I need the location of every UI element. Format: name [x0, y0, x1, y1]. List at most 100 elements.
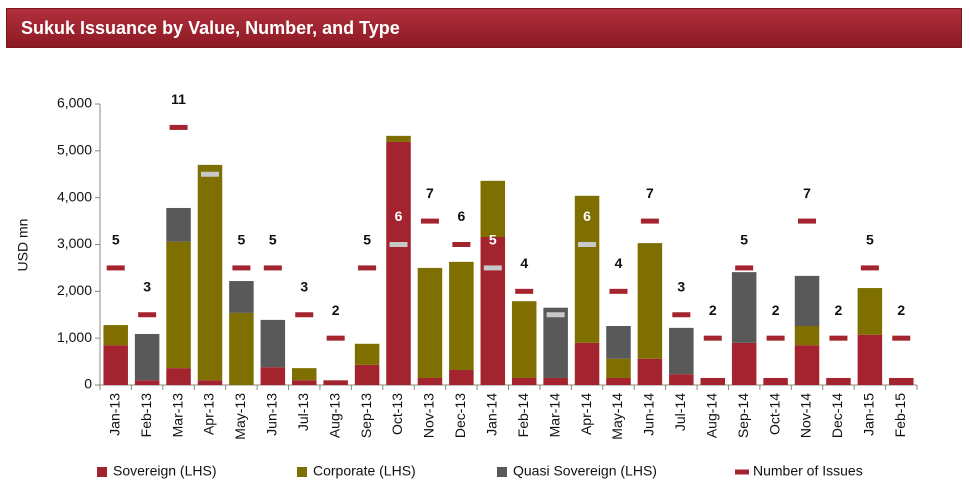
- data-label: 2: [897, 302, 905, 318]
- bar-segment: [480, 180, 506, 238]
- legend-label: Number of Issues: [753, 463, 863, 479]
- chart-title: Sukuk Issuance by Value, Number, and Typ…: [21, 18, 400, 38]
- legend-label: Quasi Sovereign (LHS): [513, 463, 657, 479]
- data-label: 3: [677, 278, 685, 294]
- bar-segment: [260, 367, 286, 385]
- bar-segment: [889, 377, 914, 385]
- bar-segment: [669, 374, 694, 385]
- y-tick-label: 0: [84, 376, 92, 392]
- x-tick-label: Oct-13: [389, 393, 405, 435]
- bar-segment: [731, 342, 757, 385]
- bar-segment: [291, 368, 317, 381]
- bar-segment: [134, 380, 160, 385]
- data-label: 5: [238, 232, 246, 248]
- y-tick-label: 4,000: [57, 188, 92, 204]
- bar-segment: [794, 345, 820, 385]
- data-label: 5: [269, 232, 277, 248]
- bar-segment: [134, 333, 160, 381]
- data-label: 7: [426, 185, 434, 201]
- x-tick-label: Feb-13: [138, 393, 154, 438]
- issue-marker: [735, 265, 754, 271]
- bar-segment: [323, 380, 348, 385]
- issue-marker: [295, 312, 314, 318]
- data-label: 4: [615, 255, 623, 271]
- issue-marker: [326, 335, 345, 341]
- legend-label: Sovereign (LHS): [113, 463, 217, 479]
- data-label: 5: [363, 232, 371, 248]
- bar-segment: [354, 364, 380, 385]
- bar-segment: [511, 377, 537, 385]
- bar-segment: [606, 377, 631, 385]
- bar-segment: [669, 327, 694, 375]
- bar-segment: [103, 325, 128, 346]
- x-tick-label: Jan-14: [483, 393, 499, 436]
- issue-marker: [200, 171, 219, 177]
- bar-segment: [386, 141, 411, 385]
- bar-segment: [291, 380, 317, 385]
- x-tick-label: Oct-14: [766, 393, 782, 435]
- bar-segment: [826, 377, 851, 385]
- issue-marker: [860, 265, 879, 271]
- bar-segment: [763, 377, 788, 385]
- y-axis-label: USD mn: [15, 219, 31, 272]
- bar-segment: [197, 380, 223, 385]
- x-tick-label: Jun-13: [264, 393, 280, 436]
- x-tick-label: Jun-14: [641, 393, 657, 436]
- data-label: 5: [866, 232, 874, 248]
- x-tick-label: Feb-14: [515, 393, 531, 438]
- bar-segment: [543, 307, 568, 378]
- bar-segment: [103, 345, 128, 385]
- data-label: 7: [803, 185, 811, 201]
- issue-marker: [232, 265, 251, 271]
- data-label: 3: [143, 278, 151, 294]
- issue-marker: [420, 218, 439, 224]
- issue-marker: [703, 335, 722, 341]
- issue-marker: [515, 288, 534, 294]
- y-tick-label: 2,000: [57, 282, 92, 298]
- data-label: 2: [835, 302, 843, 318]
- bar-segment: [449, 370, 474, 385]
- bar-segment: [417, 377, 443, 385]
- bar-segment: [166, 368, 191, 385]
- bar-segment: [229, 281, 254, 313]
- bar-segment: [700, 377, 726, 385]
- bar-segment: [606, 358, 631, 378]
- x-tick-label: Apr-14: [578, 393, 594, 435]
- bar-segment: [386, 135, 411, 142]
- bar-segment: [417, 267, 443, 378]
- x-tick-label: Mar-14: [546, 393, 562, 438]
- x-tick-label: Apr-13: [201, 393, 217, 435]
- bar-segment: [606, 325, 631, 359]
- bar-segment: [794, 325, 820, 346]
- data-label: 3: [552, 278, 560, 294]
- y-tick-label: 6,000: [57, 95, 92, 111]
- issue-marker: [546, 312, 565, 318]
- y-tick-label: 3,000: [57, 235, 92, 251]
- issue-marker: [892, 335, 911, 341]
- data-label: 9: [206, 138, 214, 154]
- bar-segment: [637, 358, 663, 385]
- issue-marker: [452, 242, 471, 247]
- bar-segment: [511, 301, 537, 378]
- legend-label: Corporate (LHS): [313, 463, 416, 479]
- legend-swatch: [497, 467, 507, 477]
- bar-segment: [794, 275, 820, 326]
- x-tick-label: Jul-14: [672, 393, 688, 431]
- issue-marker: [766, 335, 785, 341]
- data-label: 11: [171, 91, 186, 107]
- bar-segment: [449, 261, 474, 371]
- bar-segment: [574, 342, 600, 385]
- x-tick-label: May-13: [232, 393, 248, 440]
- bar-segment: [731, 272, 757, 343]
- data-label: 5: [112, 232, 120, 248]
- issue-marker: [106, 265, 125, 271]
- issue-marker: [578, 242, 597, 247]
- data-label: 6: [457, 208, 465, 224]
- data-label: 2: [709, 302, 717, 318]
- legend-swatch: [297, 467, 307, 477]
- data-label: 6: [583, 208, 591, 224]
- x-tick-label: Jan-15: [861, 393, 877, 436]
- x-tick-label: May-14: [609, 393, 625, 440]
- bar-segment: [637, 243, 663, 359]
